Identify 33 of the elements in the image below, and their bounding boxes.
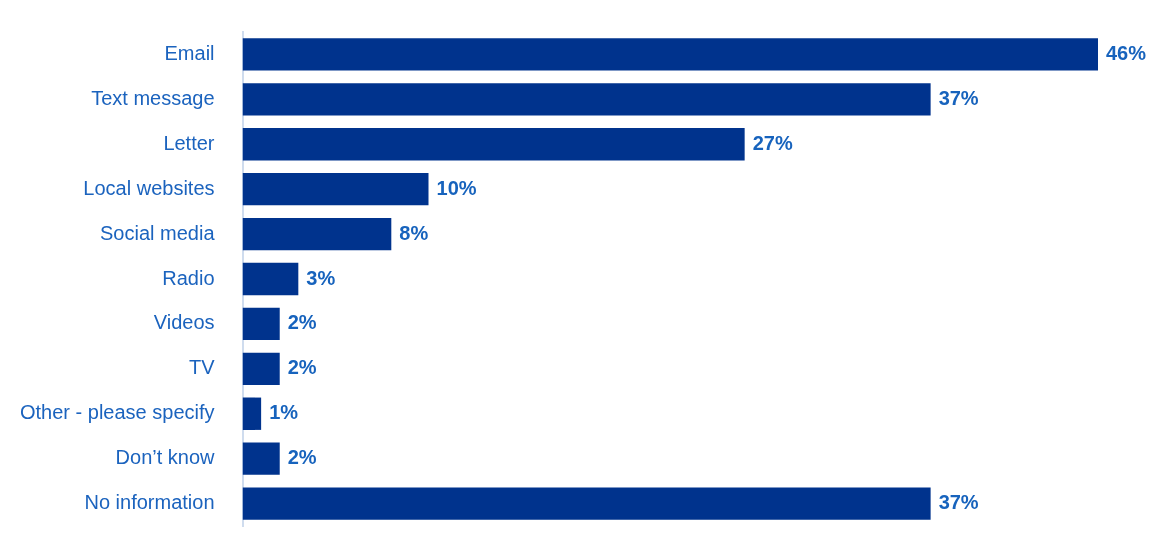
bar — [242, 128, 745, 161]
bar — [242, 83, 931, 116]
bar — [242, 352, 280, 385]
y-tick-label: Email — [164, 41, 215, 64]
bar — [242, 217, 392, 251]
bar — [242, 397, 262, 430]
bar — [242, 307, 280, 341]
bar — [242, 442, 280, 475]
y-tick-label: Social media — [100, 221, 216, 244]
y-tick-label: Videos — [153, 311, 215, 334]
y-tick-label: Don’t know — [115, 446, 216, 469]
data-label: 1% — [269, 401, 299, 424]
y-tick-label: TV — [188, 356, 216, 379]
y-tick-label: Letter — [163, 131, 215, 154]
y-tick-label: Text message — [91, 86, 215, 109]
data-label: 2% — [287, 311, 317, 334]
data-label: 3% — [306, 266, 336, 289]
bar — [242, 38, 1098, 71]
data-label: 37% — [938, 86, 979, 109]
y-tick-label: No information — [84, 491, 215, 514]
data-label: 2% — [287, 356, 317, 379]
y-tick-label: Local websites — [83, 176, 215, 199]
data-label: 46% — [1106, 41, 1147, 64]
data-label: 8% — [399, 221, 429, 244]
bar — [242, 487, 931, 520]
data-label: 37% — [938, 491, 979, 514]
data-label: 27% — [752, 131, 793, 154]
bar — [242, 173, 429, 206]
y-tick-label: Radio — [162, 266, 215, 289]
data-label: 2% — [287, 446, 317, 469]
bar — [242, 262, 299, 296]
data-label: 10% — [436, 176, 477, 199]
y-tick-label: Other - please specify — [20, 401, 215, 424]
